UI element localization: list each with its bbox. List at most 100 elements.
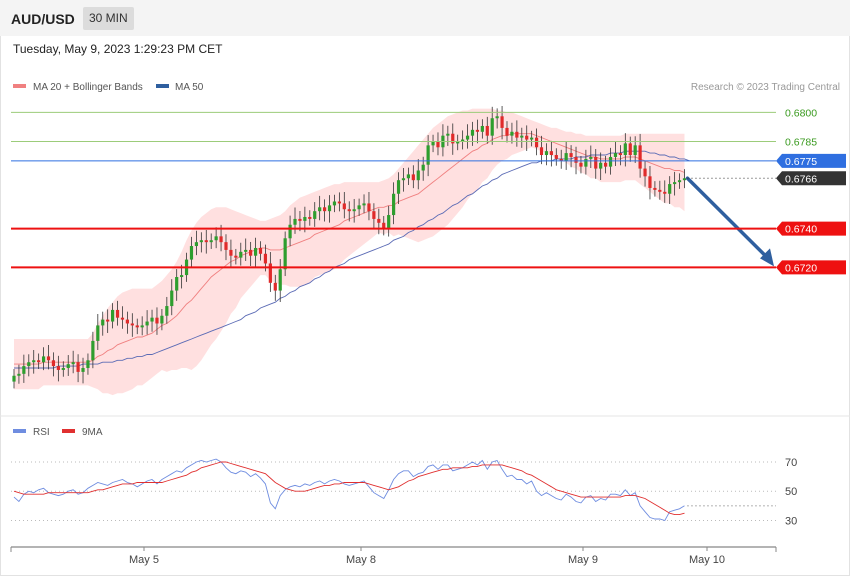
- forecast-arrow-shaft: [685, 176, 768, 259]
- candle: [367, 192, 371, 221]
- candle: [249, 241, 253, 266]
- candle-body: [372, 211, 376, 219]
- candle: [115, 300, 120, 326]
- candle: [337, 192, 341, 212]
- candle-body: [426, 145, 430, 165]
- candle-body: [155, 317, 159, 324]
- candle-body: [263, 253, 268, 264]
- candle-body: [392, 193, 396, 216]
- candle-body: [46, 356, 51, 361]
- time-axis-labels: May 5 May 8 May 9 May 10: [129, 547, 725, 566]
- candle: [485, 116, 489, 144]
- candle: [663, 180, 667, 203]
- candle-body: [623, 143, 627, 156]
- level-label-0.6800: 0.6800: [785, 107, 817, 119]
- candle-body: [150, 317, 154, 322]
- candle-body: [485, 125, 489, 136]
- candle: [51, 352, 56, 377]
- candle: [677, 173, 682, 189]
- candle-body: [559, 158, 563, 161]
- candle-body: [362, 203, 366, 206]
- candle: [682, 169, 687, 189]
- level-tag-text-0.6720: 0.6720: [785, 262, 817, 274]
- candle: [194, 230, 199, 256]
- candle: [401, 167, 406, 192]
- candle-body: [125, 319, 129, 324]
- rsi-layer: 30 50 70: [11, 457, 797, 527]
- candle-body: [495, 116, 499, 119]
- level-tag-text-0.6740: 0.6740: [785, 224, 817, 236]
- candle-body: [534, 137, 539, 148]
- candle: [155, 307, 159, 335]
- candle-body: [387, 215, 391, 229]
- candle-body: [618, 153, 622, 156]
- candle-body: [145, 321, 149, 326]
- candle: [37, 353, 41, 369]
- candle: [71, 350, 75, 374]
- candle: [96, 313, 100, 351]
- candle-body: [658, 189, 662, 192]
- candle: [239, 242, 243, 266]
- candle: [61, 361, 65, 377]
- candle-body: [32, 360, 36, 363]
- symbol-label: AUD/USD: [11, 11, 75, 27]
- candle-body: [180, 275, 184, 278]
- candle-body: [554, 155, 558, 159]
- candle-body: [332, 201, 337, 206]
- candle: [120, 306, 125, 329]
- candle: [170, 279, 174, 316]
- candle: [318, 195, 322, 221]
- candle-body: [500, 116, 504, 128]
- candle-body: [313, 211, 317, 219]
- candle: [377, 208, 381, 235]
- timeframe-button[interactable]: 30 MIN: [83, 7, 134, 30]
- candle-body: [589, 156, 593, 159]
- candle: [618, 145, 622, 166]
- chart-datetime: Tuesday, May 9, 2023 1:29:23 PM CET: [13, 42, 223, 56]
- candle-body: [91, 340, 95, 361]
- candle-body: [165, 306, 169, 316]
- candle: [446, 125, 450, 146]
- candle: [648, 166, 652, 200]
- candle: [81, 357, 85, 384]
- candle: [559, 149, 563, 169]
- candle-body: [199, 240, 203, 243]
- candle-body: [327, 205, 332, 212]
- candle: [189, 236, 194, 268]
- credit-label: Research © 2023 Trading Central: [691, 82, 840, 93]
- candle: [594, 149, 598, 179]
- candle: [451, 123, 455, 155]
- candle-body: [318, 207, 322, 212]
- candle: [436, 132, 440, 156]
- candle: [372, 203, 376, 230]
- candle-body: [377, 218, 381, 223]
- candle-body: [258, 247, 263, 254]
- candle: [91, 331, 95, 369]
- candle-body: [456, 141, 460, 144]
- levels-layer: 0.6800 0.6785 0.6775 0.6766 0.6740 0.6720: [11, 107, 846, 275]
- candle: [101, 311, 105, 336]
- rsi-ma-legend-swatch: [62, 429, 75, 433]
- candle: [204, 229, 208, 254]
- candle-body: [594, 156, 598, 169]
- candle-body: [525, 135, 529, 140]
- candle-body: [648, 176, 652, 188]
- time-axis-label: May 5: [129, 554, 159, 566]
- candle-body: [66, 364, 70, 369]
- candle: [130, 313, 134, 337]
- candle-body: [308, 216, 312, 219]
- candle-body: [510, 131, 514, 136]
- candle-body: [480, 125, 484, 132]
- candle-body: [613, 153, 618, 157]
- candle-body: [431, 141, 435, 146]
- candle: [214, 227, 218, 249]
- candle: [322, 199, 327, 222]
- ma20-legend-swatch: [13, 84, 26, 88]
- candle: [643, 160, 647, 187]
- level-tag-text-0.6766: 0.6766: [785, 173, 817, 185]
- time-axis-label: May 8: [346, 554, 376, 566]
- candle: [86, 353, 90, 375]
- rsi-legend-swatch: [13, 429, 26, 433]
- candle: [604, 155, 608, 174]
- candle-body: [470, 129, 475, 136]
